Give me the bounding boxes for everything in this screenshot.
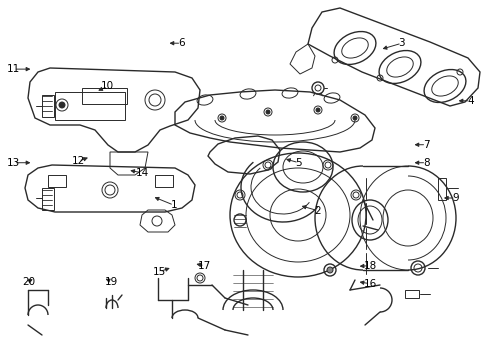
Bar (405, 290, 419, 298)
Circle shape (220, 116, 224, 120)
Text: 7: 7 (423, 140, 430, 150)
Text: 3: 3 (398, 38, 405, 48)
Circle shape (266, 110, 270, 114)
Circle shape (327, 267, 333, 273)
Text: 19: 19 (105, 276, 119, 287)
Text: 1: 1 (171, 200, 177, 210)
Bar (42, 188, 54, 210)
Bar (42, 95, 54, 117)
Text: 20: 20 (22, 276, 35, 287)
Text: 13: 13 (7, 158, 21, 168)
Text: 18: 18 (363, 261, 377, 271)
Text: 11: 11 (7, 64, 21, 74)
Text: 12: 12 (72, 156, 85, 166)
Text: 10: 10 (101, 81, 114, 91)
Text: 5: 5 (295, 158, 302, 168)
Bar (155, 175, 173, 187)
Bar (48, 175, 66, 187)
Text: 15: 15 (152, 267, 166, 277)
Text: 8: 8 (423, 158, 430, 168)
Bar (82, 88, 127, 104)
Bar (438, 178, 446, 200)
Circle shape (316, 108, 320, 112)
Text: 14: 14 (135, 168, 149, 178)
Text: 6: 6 (178, 38, 185, 48)
Bar (55, 92, 125, 120)
Text: 2: 2 (314, 206, 321, 216)
Text: 4: 4 (467, 96, 474, 106)
Text: 9: 9 (452, 193, 459, 203)
Text: 16: 16 (363, 279, 377, 289)
Circle shape (353, 116, 357, 120)
Text: 17: 17 (198, 261, 212, 271)
Circle shape (59, 102, 65, 108)
